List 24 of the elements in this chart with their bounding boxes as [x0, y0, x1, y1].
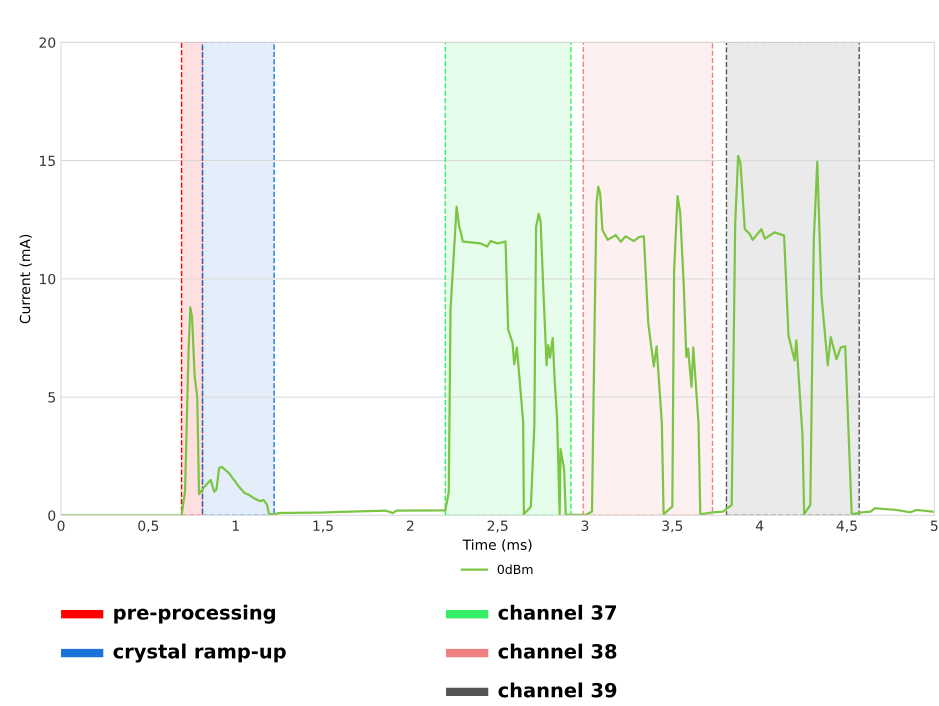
y-tick-label: 10 [40, 274, 56, 284]
x-tick-label: 1 [232, 520, 239, 531]
x-tick-label: 4,5 [836, 520, 857, 532]
x-tick-label: 3,5 [662, 520, 682, 532]
x-tick-label: 0 [58, 520, 65, 531]
legend-label: channel 38 [498, 644, 616, 659]
legend-label: channel 39 [498, 682, 616, 698]
x-tick-label: 1,5 [314, 520, 333, 532]
y-tick-label: 0 [48, 510, 56, 521]
x-tick-label: 2 [406, 520, 414, 531]
y-tick-label: 20 [40, 37, 56, 48]
x-tick-label: 2,5 [488, 520, 508, 532]
x-tick-label: 3 [582, 520, 588, 531]
x-axis-title: Time (ms) [462, 539, 532, 552]
legend-label: 0dBm [498, 564, 532, 574]
y-axis-title: Current (mA) [20, 234, 32, 324]
x-tick-label: 0,5 [138, 520, 158, 532]
legend-label: pre-processing [114, 604, 275, 624]
x-tick-label: 5 [930, 520, 938, 531]
legend-label: channel 37 [498, 604, 616, 620]
legend-label: crystal ramp-up [114, 644, 286, 663]
x-tick-label: 4 [756, 520, 764, 531]
y-tick-label: 5 [48, 392, 55, 403]
y-tick-label: 15 [40, 156, 55, 166]
